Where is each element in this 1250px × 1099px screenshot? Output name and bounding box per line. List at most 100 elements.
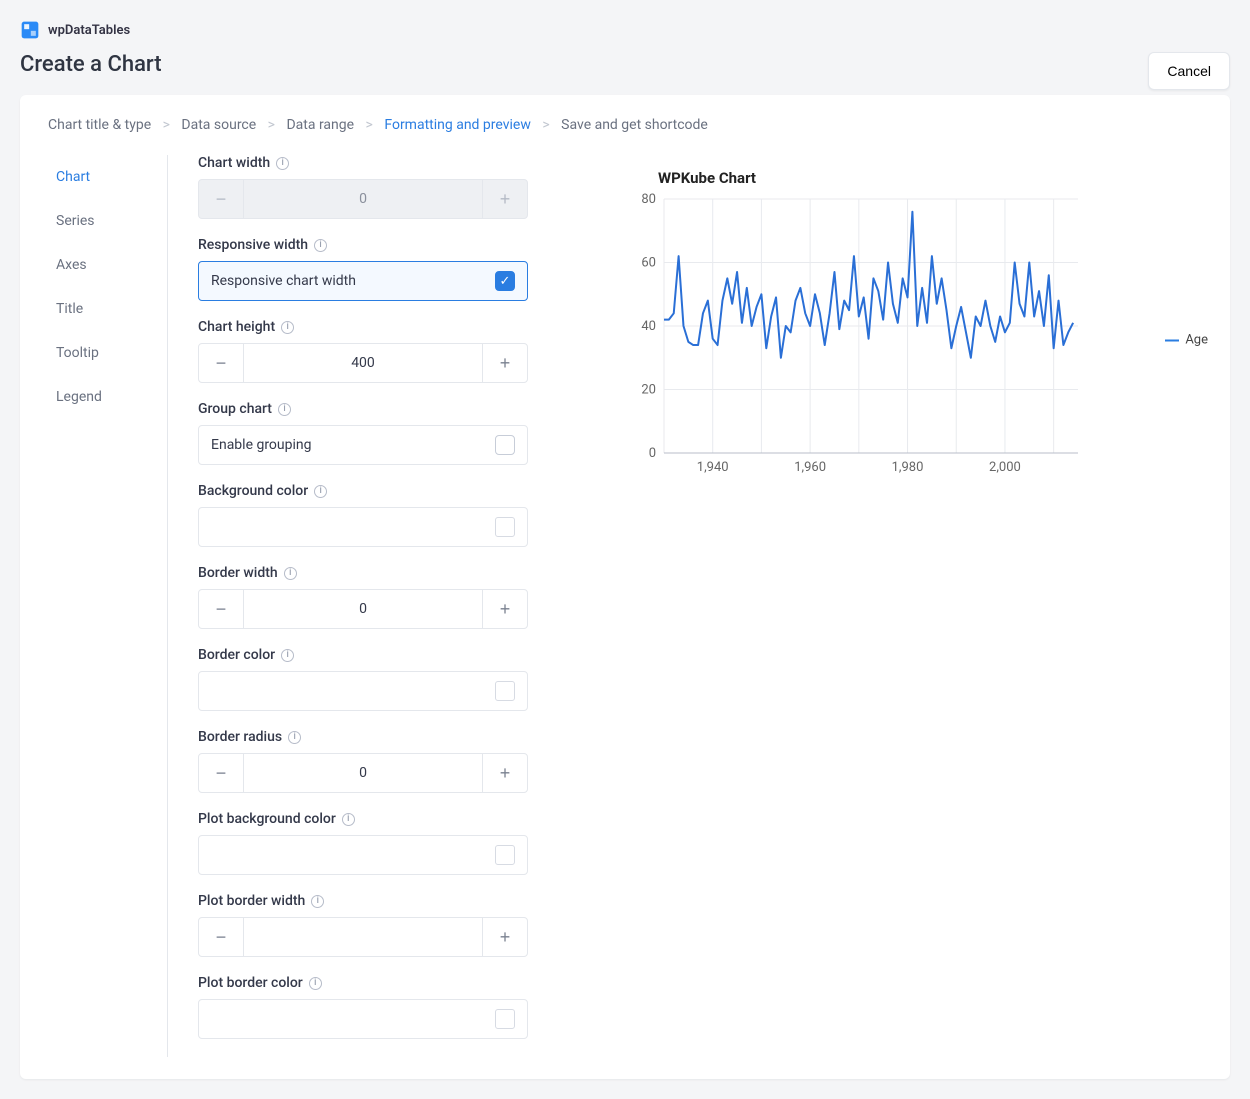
line-chart: 0 20 40 60 80 1,940 1,960 1,980 2,000 xyxy=(628,193,1088,483)
field-border-width: Border width i − 0 + xyxy=(198,565,528,629)
chevron-right-icon: > xyxy=(366,117,373,133)
legend-series-name: Age xyxy=(1185,333,1208,348)
legend-swatch-icon xyxy=(1165,339,1179,341)
crumb-step-3[interactable]: Data range xyxy=(286,117,354,133)
decrement-button: − xyxy=(199,180,243,218)
svg-text:80: 80 xyxy=(641,193,656,207)
info-icon[interactable]: i xyxy=(342,813,355,826)
info-icon[interactable]: i xyxy=(311,895,324,908)
label-chart-width: Chart width xyxy=(198,155,270,171)
chevron-right-icon: > xyxy=(542,117,549,133)
svg-text:1,960: 1,960 xyxy=(794,460,826,475)
info-icon[interactable]: i xyxy=(288,731,301,744)
chart-height-stepper[interactable]: − 400 + xyxy=(198,343,528,383)
label-border-radius: Border radius xyxy=(198,729,282,745)
decrement-button[interactable]: − xyxy=(199,590,243,628)
wizard-panel: Chart title & type > Data source > Data … xyxy=(20,95,1230,1079)
color-swatch-icon[interactable] xyxy=(495,845,515,865)
field-border-color: Border color i xyxy=(198,647,528,711)
chart-height-value[interactable]: 400 xyxy=(243,344,483,382)
border-width-value[interactable]: 0 xyxy=(243,590,483,628)
info-icon[interactable]: i xyxy=(314,485,327,498)
label-background-color: Background color xyxy=(198,483,308,499)
svg-text:0: 0 xyxy=(649,446,656,461)
background-color-input[interactable] xyxy=(198,507,528,547)
increment-button: + xyxy=(483,180,527,218)
chart-width-value: 0 xyxy=(243,180,483,218)
label-plot-border-color: Plot border color xyxy=(198,975,303,991)
check-icon: ✓ xyxy=(495,271,515,291)
breadcrumb: Chart title & type > Data source > Data … xyxy=(48,117,1202,133)
border-radius-value[interactable]: 0 xyxy=(243,754,483,792)
cancel-button[interactable]: Cancel xyxy=(1148,52,1230,90)
label-border-color: Border color xyxy=(198,647,275,663)
info-icon[interactable]: i xyxy=(278,403,291,416)
label-plot-border-width: Plot border width xyxy=(198,893,305,909)
info-icon[interactable]: i xyxy=(284,567,297,580)
group-chart-checkbox[interactable]: Enable grouping xyxy=(198,425,528,465)
crumb-step-2[interactable]: Data source xyxy=(181,117,256,133)
color-swatch-icon[interactable] xyxy=(495,1009,515,1029)
plot-border-color-input[interactable] xyxy=(198,999,528,1039)
chevron-right-icon: > xyxy=(268,117,275,133)
crumb-step-4[interactable]: Formatting and preview xyxy=(384,117,531,133)
tab-legend[interactable]: Legend xyxy=(48,375,157,419)
svg-text:1,940: 1,940 xyxy=(697,460,729,475)
increment-button[interactable]: + xyxy=(483,918,527,956)
brand-logo-icon xyxy=(20,20,40,40)
label-chart-height: Chart height xyxy=(198,319,275,335)
info-icon[interactable]: i xyxy=(309,977,322,990)
svg-text:2,000: 2,000 xyxy=(989,460,1021,475)
decrement-button[interactable]: − xyxy=(199,754,243,792)
field-chart-height: Chart height i − 400 + xyxy=(198,319,528,383)
tab-chart[interactable]: Chart xyxy=(48,155,157,199)
info-icon[interactable]: i xyxy=(314,239,327,252)
border-width-stepper[interactable]: − 0 + xyxy=(198,589,528,629)
brand-name: wpDataTables xyxy=(48,23,130,38)
chart-settings-form: Chart width i − 0 + Responsive widthi Res… xyxy=(168,155,528,1057)
field-plot-background-color: Plot background color i xyxy=(198,811,528,875)
svg-text:20: 20 xyxy=(641,383,656,398)
tab-title[interactable]: Title xyxy=(48,287,157,331)
svg-text:60: 60 xyxy=(641,256,656,271)
chevron-right-icon: > xyxy=(163,117,170,133)
border-color-input[interactable] xyxy=(198,671,528,711)
svg-text:40: 40 xyxy=(641,319,656,334)
group-chart-option-label: Enable grouping xyxy=(211,437,312,453)
field-responsive-width: Responsive widthi Responsive chart width… xyxy=(198,237,528,301)
field-group-chart: Group chart i Enable grouping xyxy=(198,401,528,465)
svg-text:1,980: 1,980 xyxy=(892,460,924,475)
responsive-width-option-label: Responsive chart width xyxy=(211,273,356,289)
label-plot-background-color: Plot background color xyxy=(198,811,336,827)
decrement-button[interactable]: − xyxy=(199,918,243,956)
border-radius-stepper[interactable]: − 0 + xyxy=(198,753,528,793)
crumb-step-1[interactable]: Chart title & type xyxy=(48,117,151,133)
plot-border-width-value[interactable] xyxy=(243,918,483,956)
chart-preview: WPKube Chart 0 20 40 60 80 1,940 1,960 1,980 2,0… xyxy=(528,155,1202,1057)
brand: wpDataTables xyxy=(20,20,1230,40)
increment-button[interactable]: + xyxy=(483,344,527,382)
decrement-button[interactable]: − xyxy=(199,344,243,382)
info-icon[interactable]: i xyxy=(281,321,294,334)
settings-tabs: Chart Series Axes Title Tooltip Legend xyxy=(48,155,168,1057)
color-swatch-icon[interactable] xyxy=(495,517,515,537)
tab-tooltip[interactable]: Tooltip xyxy=(48,331,157,375)
field-plot-border-color: Plot border color i xyxy=(198,975,528,1039)
plot-background-color-input[interactable] xyxy=(198,835,528,875)
label-border-width: Border width xyxy=(198,565,278,581)
increment-button[interactable]: + xyxy=(483,754,527,792)
field-chart-width: Chart width i − 0 + xyxy=(198,155,528,219)
color-swatch-icon[interactable] xyxy=(495,681,515,701)
crumb-step-5[interactable]: Save and get shortcode xyxy=(561,117,708,133)
field-plot-border-width: Plot border width i − + xyxy=(198,893,528,957)
info-icon[interactable]: i xyxy=(276,157,289,170)
label-group-chart: Group chart xyxy=(198,401,272,417)
checkbox-empty-icon xyxy=(495,435,515,455)
increment-button[interactable]: + xyxy=(483,590,527,628)
tab-axes[interactable]: Axes xyxy=(48,243,157,287)
responsive-width-checkbox[interactable]: Responsive chart width ✓ xyxy=(198,261,528,301)
info-icon[interactable]: i xyxy=(281,649,294,662)
tab-series[interactable]: Series xyxy=(48,199,157,243)
chart-preview-title: WPKube Chart xyxy=(658,169,1202,187)
plot-border-width-stepper[interactable]: − + xyxy=(198,917,528,957)
